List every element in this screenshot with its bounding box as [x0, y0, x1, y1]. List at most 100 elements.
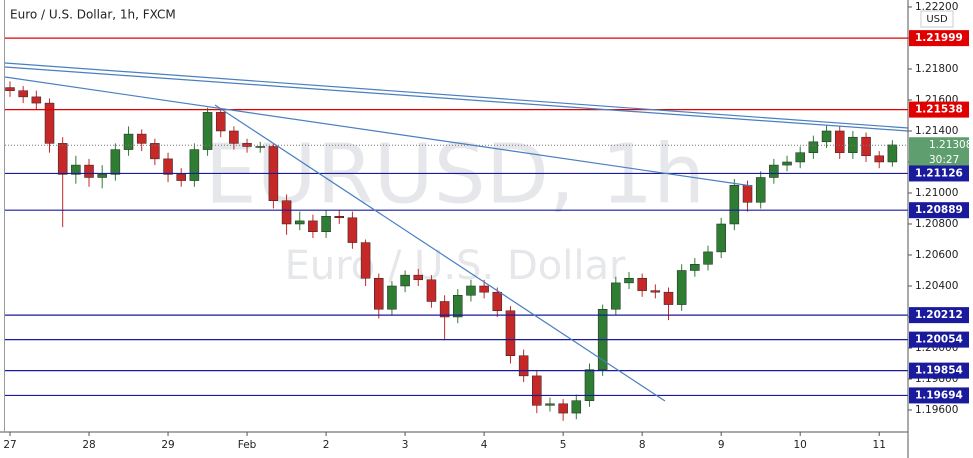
countdown: 30:27 [929, 154, 959, 166]
candle-body [150, 143, 160, 160]
x-tick-label: 9 [718, 439, 725, 451]
candle-body [110, 149, 121, 175]
candle-body [558, 403, 568, 414]
candle-body [242, 143, 252, 147]
watermark: EURUSD, 1h [205, 127, 705, 222]
candle-body [229, 130, 239, 144]
currency: USD [926, 14, 948, 25]
candle-body [176, 174, 186, 181]
x-tick-label: Feb [238, 439, 257, 451]
candle-body [663, 291, 674, 305]
candle-body [163, 158, 173, 175]
candle-body [532, 375, 542, 406]
level-label-bg [909, 165, 969, 182]
x-tick-label: 27 [3, 439, 16, 451]
candle-body [255, 146, 265, 148]
x-tick-label: 28 [82, 439, 95, 451]
candle-body [18, 90, 28, 98]
candle-body [31, 96, 42, 104]
candle-body [782, 161, 792, 166]
x-tick-label: 5 [560, 439, 567, 451]
candle-body [439, 301, 450, 318]
level-label-bg [909, 307, 969, 324]
watermark-subtitle: Euro / U.S. Dollar [285, 243, 626, 289]
candle-body [650, 290, 661, 293]
level-label-bg [909, 101, 969, 118]
y-tick-label: 1.20600 [915, 249, 958, 261]
level-label: 1.20054 [915, 334, 963, 346]
candle-body [479, 285, 489, 293]
candle-body [676, 270, 687, 305]
candle-body [571, 400, 582, 414]
title-bg [6, 6, 186, 24]
candle-body [71, 164, 81, 175]
current-price-label-bg [909, 137, 969, 170]
candle-body [742, 184, 753, 203]
candle-body [308, 220, 318, 232]
candle-body [44, 102, 55, 144]
level-label: 1.21538 [915, 104, 963, 116]
level-label: 1.19694 [915, 389, 963, 401]
candle-body [703, 251, 713, 265]
candle-body [848, 136, 858, 153]
candle-body [97, 174, 107, 178]
candle-body [84, 164, 94, 178]
level-label: 1.21126 [915, 167, 963, 179]
candle-body [215, 112, 226, 132]
candle-body [374, 277, 384, 310]
candle-body [795, 152, 805, 163]
y-tick-label: 1.22200 [915, 1, 958, 13]
x-tick-label: 8 [639, 439, 646, 451]
trendline [4, 62, 909, 129]
candle-body [690, 264, 700, 271]
trendline [214, 104, 666, 402]
candle-body [874, 155, 884, 163]
level-label-bg [909, 331, 969, 348]
axes: 1.196001.198001.200001.202001.204001.206… [3, 1, 972, 451]
chart-title: Euro / U.S. Dollar, 1h, FXCM [10, 8, 176, 22]
candle-body [189, 149, 200, 181]
candle-body [611, 282, 621, 310]
candle-body [584, 369, 595, 401]
y-tick-label: 1.21000 [915, 187, 958, 199]
trendline [4, 76, 753, 187]
candle-body [861, 136, 871, 157]
level-label: 1.20212 [915, 309, 963, 321]
level-label: 1.21999 [915, 32, 963, 44]
candle-body [426, 279, 437, 302]
candle-body [518, 355, 529, 377]
candle-body [769, 164, 779, 178]
level-label-bg [909, 30, 969, 47]
candle-body [334, 215, 344, 219]
level-label: 1.20889 [915, 204, 963, 216]
trendlines [4, 62, 909, 402]
candle-body [808, 141, 819, 153]
candle-body [136, 133, 147, 144]
y-tick-label: 1.20800 [915, 218, 958, 230]
candle-body [294, 220, 305, 225]
x-tick-label: 11 [873, 439, 886, 451]
trendline [4, 66, 909, 132]
x-tick-label: 29 [161, 439, 174, 451]
candle-body [637, 277, 647, 291]
candle-body [5, 87, 15, 91]
candle-body [887, 144, 898, 163]
candle-body [492, 291, 503, 312]
candle-body [755, 177, 766, 203]
x-tick-label: 2 [323, 439, 330, 451]
x-tick-label: 4 [481, 439, 488, 451]
candle-body [57, 143, 68, 175]
y-tick-label: 1.19600 [915, 404, 958, 416]
current-price-label: 1.21308 [929, 139, 972, 151]
time-axis-bg [0, 432, 908, 458]
plot-area [5, 37, 908, 421]
candle-body [729, 184, 740, 225]
x-tick-label: 3 [402, 439, 409, 451]
candle-body [716, 223, 726, 253]
level-label-bg [909, 202, 969, 219]
candle-body [387, 285, 397, 310]
candle-body [545, 403, 555, 406]
candle-body [413, 274, 424, 281]
